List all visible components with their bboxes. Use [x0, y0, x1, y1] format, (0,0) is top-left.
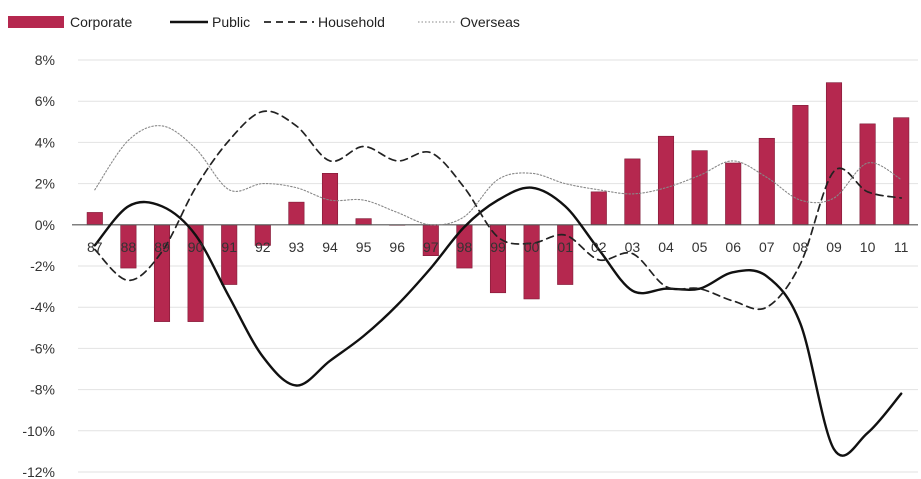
gridlines: [78, 59, 918, 473]
bar-corporate: [792, 105, 809, 226]
bar-corporate: [859, 123, 876, 226]
y-axis: -12% -10% -8% -6% -4% -2% 0% 2% 4% 6% 8%: [22, 52, 55, 479]
x-tick-label: 87: [87, 239, 103, 255]
y-tick-label: -6%: [30, 340, 55, 356]
x-tick-label: 94: [322, 239, 338, 255]
legend-item-overseas: Overseas: [418, 14, 520, 30]
line-household: [93, 110, 903, 311]
x-tick-label: 88: [121, 239, 137, 255]
x-tick-label: 02: [591, 239, 607, 255]
legend-item-household: Household: [264, 14, 385, 30]
y-tick-label: 0%: [35, 217, 55, 233]
x-tick-label: 96: [389, 239, 405, 255]
legend-item-public: Public: [170, 14, 250, 30]
y-tick-label: 6%: [35, 93, 55, 109]
x-tick-label: 05: [692, 239, 708, 255]
x-tick-label: 08: [793, 239, 809, 255]
legend-item-corporate: Corporate: [8, 14, 132, 30]
y-tick-label: -8%: [30, 382, 55, 398]
x-tick-label: 91: [221, 239, 237, 255]
line-public: [93, 186, 903, 457]
y-tick-label: 8%: [35, 52, 55, 68]
bar-corporate: [590, 191, 607, 226]
x-tick-label: 97: [423, 239, 439, 255]
bar-series: [86, 82, 910, 322]
bar-corporate: [893, 117, 910, 226]
x-tick-label: 99: [490, 239, 506, 255]
x-tick-label: 98: [457, 239, 473, 255]
bar-corporate: [725, 162, 742, 226]
x-tick-label: 93: [289, 239, 305, 255]
x-tick-label: 01: [557, 239, 573, 255]
legend-label: Public: [212, 14, 250, 30]
x-tick-label: 89: [154, 239, 170, 255]
legend-label: Corporate: [70, 14, 132, 30]
y-tick-label: -12%: [22, 464, 55, 479]
x-tick-label: 10: [860, 239, 876, 255]
y-tick-label: 2%: [35, 176, 55, 192]
line-overseas: [94, 125, 902, 226]
y-tick-label: -2%: [30, 258, 55, 274]
x-tick-label: 04: [658, 239, 674, 255]
x-tick-label: 11: [894, 239, 909, 255]
x-tick-label: 92: [255, 239, 271, 255]
legend-label: Overseas: [460, 14, 520, 30]
bar-corporate: [657, 135, 675, 226]
bar-corporate: [825, 82, 843, 226]
bar-corporate: [288, 201, 305, 226]
x-tick-label: 09: [826, 239, 842, 255]
bar-corporate: [624, 158, 641, 226]
x-tick-label: 90: [188, 239, 204, 255]
legend-label: Household: [318, 14, 385, 30]
bar-corporate: [489, 224, 507, 294]
y-tick-label: -4%: [30, 299, 55, 315]
x-tick-label: 95: [356, 239, 372, 255]
legend: Corporate Public Household Overseas: [8, 14, 520, 30]
bar-corporate: [691, 150, 708, 226]
x-tick-label: 06: [725, 239, 741, 255]
bar-corporate: [86, 212, 103, 226]
bar-corporate: [523, 224, 540, 300]
x-tick-label: 00: [524, 239, 540, 255]
legend-swatch: [8, 16, 64, 28]
y-tick-label: -10%: [22, 423, 55, 439]
x-tick-label: 07: [759, 239, 775, 255]
x-tick-label: 03: [625, 239, 641, 255]
line-series: [93, 110, 903, 457]
bar-corporate: [355, 218, 372, 226]
y-tick-label: 4%: [35, 134, 55, 150]
x-axis: 87 88 89 90 91 92 93 94 95 96 97 98 99 00 01 02 03 04 05 06…: [87, 239, 909, 255]
